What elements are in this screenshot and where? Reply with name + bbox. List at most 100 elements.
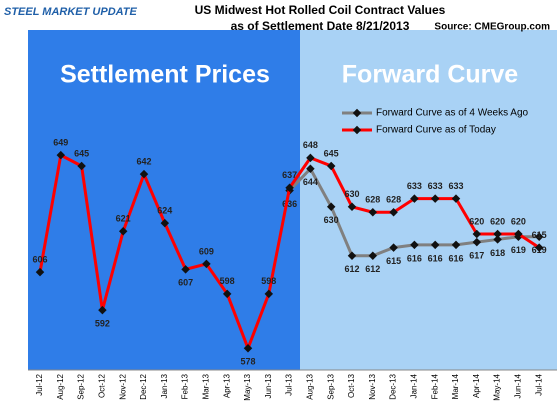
data-label: 633 [428, 181, 443, 191]
x-tick-label: May-13 [243, 373, 252, 400]
data-label: 645 [324, 148, 339, 158]
point-marker [202, 259, 211, 269]
data-label: 630 [324, 215, 339, 225]
data-label: 592 [95, 319, 110, 329]
data-label: 620 [511, 216, 526, 226]
data-label: 636 [282, 199, 297, 209]
x-tick-label: Jul-14 [534, 373, 543, 395]
x-tick-label: Jul-12 [35, 373, 44, 395]
data-label: 621 [116, 214, 131, 224]
point-marker [451, 240, 461, 250]
point-marker [77, 161, 86, 171]
data-label: 633 [407, 181, 422, 191]
point-marker [493, 229, 502, 239]
legend-label: Forward Curve as of 4 Weeks Ago [376, 108, 529, 119]
data-label: 637 [282, 170, 297, 180]
point-marker [347, 251, 357, 261]
data-label: 615 [532, 230, 547, 240]
legend-marker [352, 108, 362, 118]
point-marker [306, 153, 315, 163]
x-tick-label: Mar-13 [202, 373, 211, 399]
point-marker [410, 194, 419, 203]
point-marker [326, 202, 336, 212]
x-tick-label: Sep-13 [326, 373, 335, 399]
data-label: 578 [240, 357, 255, 367]
panel-label: Settlement Prices [60, 61, 270, 89]
data-label: 618 [490, 248, 505, 258]
data-label: 642 [136, 157, 151, 167]
x-tick-label: Jul-13 [285, 373, 294, 395]
point-marker [222, 289, 232, 299]
point-marker [181, 265, 190, 274]
point-marker [139, 169, 149, 179]
x-tick-label: Dec-13 [389, 373, 398, 399]
x-tick-label: Feb-14 [430, 373, 439, 399]
legend-marker [352, 125, 362, 135]
x-tick-label: Oct-13 [347, 373, 356, 398]
x-tick-label: Aug-13 [306, 373, 315, 399]
data-label: 624 [157, 205, 172, 215]
point-marker [368, 251, 378, 261]
panel-label: Forward Curve [342, 61, 519, 89]
point-marker [160, 218, 170, 228]
data-label: 609 [199, 246, 214, 256]
point-marker [389, 243, 398, 252]
data-label: 598 [220, 276, 235, 286]
data-label: 645 [74, 148, 89, 158]
data-label: 598 [261, 276, 276, 286]
data-label: 607 [178, 278, 193, 288]
data-label: 620 [469, 216, 484, 226]
x-tick-label: Apr-14 [472, 373, 481, 398]
data-label: 612 [365, 264, 380, 274]
point-marker [430, 194, 440, 203]
point-marker [35, 267, 45, 277]
data-label: 620 [490, 216, 505, 226]
point-marker [430, 240, 440, 250]
point-marker [264, 289, 274, 299]
point-marker [118, 227, 128, 236]
x-tick-label: Jan-13 [160, 373, 169, 398]
x-tick-label: Aug-12 [56, 373, 65, 399]
x-tick-label: Nov-13 [368, 373, 377, 399]
point-marker [389, 207, 398, 217]
x-tick-label: Nov-12 [118, 373, 127, 399]
point-marker [472, 229, 482, 239]
chart-title: US Midwest Hot Rolled Coil Contract Valu… [195, 3, 446, 17]
point-marker [451, 194, 461, 203]
x-tick-label: Mar-14 [451, 373, 460, 399]
x-tick-label: May-14 [493, 373, 502, 400]
point-marker [410, 240, 419, 250]
data-label: 644 [303, 177, 318, 187]
data-label: 617 [469, 251, 484, 261]
point-marker [56, 150, 66, 160]
data-label: 606 [32, 254, 47, 264]
x-tick-label: Jun-13 [264, 373, 273, 398]
data-label: 619 [511, 245, 526, 255]
x-tick-label: Sep-12 [77, 373, 86, 399]
point-marker [368, 207, 378, 217]
data-label: 615 [386, 256, 401, 266]
x-tick-label: Dec-12 [139, 373, 148, 399]
x-tick-label: Feb-13 [181, 373, 190, 399]
x-tick-label: Jun-14 [514, 373, 523, 398]
data-label: 628 [365, 195, 380, 205]
point-marker [285, 183, 294, 193]
data-label: 616 [428, 253, 443, 263]
point-marker [326, 161, 336, 171]
point-marker [98, 305, 107, 315]
data-label: 628 [386, 195, 401, 205]
point-marker [347, 202, 357, 212]
chart-subtitle: as of Settlement Date 8/21/2013 [231, 19, 410, 33]
logo: STEEL MARKET UPDATE [4, 6, 137, 18]
legend-label: Forward Curve as of Today [376, 125, 496, 136]
data-label: 649 [53, 137, 68, 147]
data-label: 616 [407, 253, 422, 263]
x-tick-label: Apr-13 [222, 373, 231, 398]
x-tick-label: Jan-14 [410, 373, 419, 398]
point-marker [243, 343, 253, 353]
point-marker [472, 237, 482, 247]
data-label: 612 [344, 264, 359, 274]
settlement-panel [28, 30, 300, 370]
source: Source: CMEGroup.com [434, 22, 550, 33]
